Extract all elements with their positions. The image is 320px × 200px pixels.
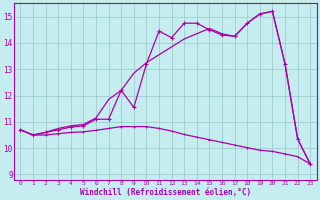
X-axis label: Windchill (Refroidissement éolien,°C): Windchill (Refroidissement éolien,°C) (80, 188, 251, 197)
